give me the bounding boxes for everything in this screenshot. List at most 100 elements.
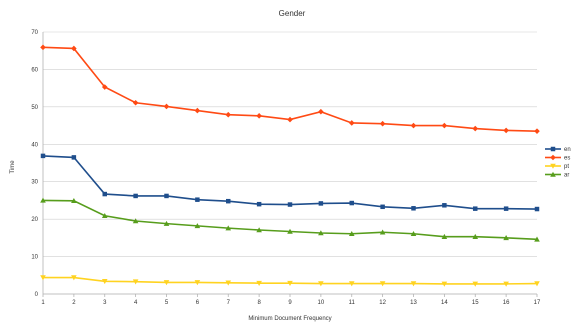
- x-tick-label: 14: [441, 300, 448, 306]
- data-point-pt: [71, 275, 77, 281]
- data-point-en: [195, 197, 200, 202]
- legend: en es pt ar: [545, 146, 571, 179]
- x-tick-label: 4: [134, 300, 138, 306]
- x-tick-label: 2: [72, 300, 76, 306]
- data-point-es: [503, 127, 509, 134]
- data-point-en: [411, 206, 416, 211]
- data-point-en: [226, 198, 231, 204]
- data-point-ar: [225, 225, 232, 231]
- data-point-ar: [318, 230, 324, 236]
- data-point-pt: [441, 281, 448, 287]
- data-point-es: [318, 108, 324, 115]
- data-point-es: [163, 103, 170, 110]
- data-point-en: [287, 202, 293, 207]
- data-point-ar: [441, 233, 448, 239]
- x-tick-label: 8: [257, 300, 261, 306]
- data-point-es: [194, 107, 201, 114]
- data-point-pt: [318, 281, 324, 287]
- x-tick-label: 15: [472, 300, 479, 306]
- legend-swatch-marker: [550, 171, 556, 177]
- data-point-pt: [132, 279, 139, 285]
- x-tick-label: 16: [503, 300, 510, 306]
- x-tick-label: 6: [196, 300, 200, 306]
- legend-swatch-marker: [550, 163, 556, 169]
- legend-label: en: [564, 147, 571, 153]
- data-point-en: [318, 201, 324, 206]
- series-ar: [40, 197, 540, 242]
- data-point-ar: [101, 212, 108, 219]
- data-point-pt: [503, 281, 509, 287]
- data-point-en: [102, 191, 107, 197]
- chart-title: Gender: [279, 9, 306, 18]
- data-point-pt: [348, 281, 355, 287]
- legend-label: es: [564, 156, 570, 162]
- x-tick-label: 3: [103, 300, 107, 306]
- data-point-es: [379, 120, 386, 127]
- y-axis-ticks: 0 10 20 30 40 50 60 70: [31, 30, 38, 298]
- y-tick-label: 60: [31, 67, 38, 73]
- y-axis-title: Time: [10, 160, 16, 174]
- legend-swatch-marker: [550, 146, 556, 152]
- x-tick-label: 1: [41, 300, 45, 306]
- data-point-es: [132, 99, 139, 106]
- x-tick-label: 5: [165, 300, 169, 306]
- axes: [42, 32, 537, 295]
- data-point-es: [472, 125, 479, 132]
- data-point-pt: [163, 280, 170, 286]
- data-point-ar: [40, 197, 46, 203]
- data-point-ar: [472, 233, 479, 239]
- data-point-en: [40, 153, 46, 159]
- x-tick-label: 9: [288, 300, 292, 306]
- data-point-ar: [410, 230, 417, 236]
- y-tick-label: 40: [31, 142, 38, 148]
- data-point-en: [133, 193, 138, 199]
- x-tick-label: 17: [534, 300, 541, 306]
- data-point-es: [40, 44, 46, 51]
- data-point-pt: [534, 281, 540, 287]
- data-point-es: [534, 128, 540, 134]
- legend-item-en: en: [545, 146, 571, 153]
- x-axis-title: Minimum Document Frequency: [248, 316, 331, 322]
- x-tick-label: 12: [379, 300, 386, 306]
- data-point-ar: [379, 229, 386, 235]
- x-tick-label: 11: [349, 300, 356, 306]
- series-line-en: [42, 155, 538, 210]
- y-tick-label: 30: [31, 180, 38, 186]
- data-point-pt: [256, 280, 262, 286]
- data-point-es: [256, 113, 262, 119]
- series-es: [40, 44, 540, 134]
- data-point-en: [164, 193, 169, 199]
- data-point-es: [101, 84, 108, 90]
- y-tick-label: 50: [31, 105, 38, 111]
- data-point-pt: [40, 275, 46, 281]
- data-point-en: [349, 200, 354, 206]
- legend-label: pt: [564, 164, 569, 170]
- legend-item-es: es: [545, 154, 570, 162]
- y-tick-label: 10: [31, 255, 38, 261]
- data-point-en: [71, 155, 77, 160]
- series-en: [40, 153, 540, 212]
- y-tick-label: 0: [35, 292, 39, 298]
- data-point-pt: [472, 281, 479, 287]
- data-point-pt: [101, 279, 108, 285]
- y-tick-label: 20: [31, 217, 38, 223]
- data-point-ar: [163, 220, 170, 226]
- y-tick-label: 70: [31, 30, 38, 36]
- data-point-pt: [287, 280, 293, 286]
- x-tick-label: 10: [318, 300, 325, 306]
- data-point-ar: [132, 218, 139, 224]
- data-point-ar: [287, 228, 293, 234]
- data-point-ar: [71, 198, 77, 204]
- x-tick-label: 7: [227, 300, 231, 306]
- series-layer: [40, 44, 540, 287]
- data-point-pt: [194, 280, 201, 286]
- data-point-es: [71, 45, 77, 52]
- data-point-es: [225, 111, 232, 118]
- legend-swatch-marker: [550, 154, 556, 161]
- data-point-en: [256, 201, 262, 207]
- x-tick-label: 13: [410, 300, 417, 306]
- data-point-en: [503, 206, 509, 211]
- series-pt: [40, 275, 540, 287]
- data-point-pt: [379, 281, 386, 287]
